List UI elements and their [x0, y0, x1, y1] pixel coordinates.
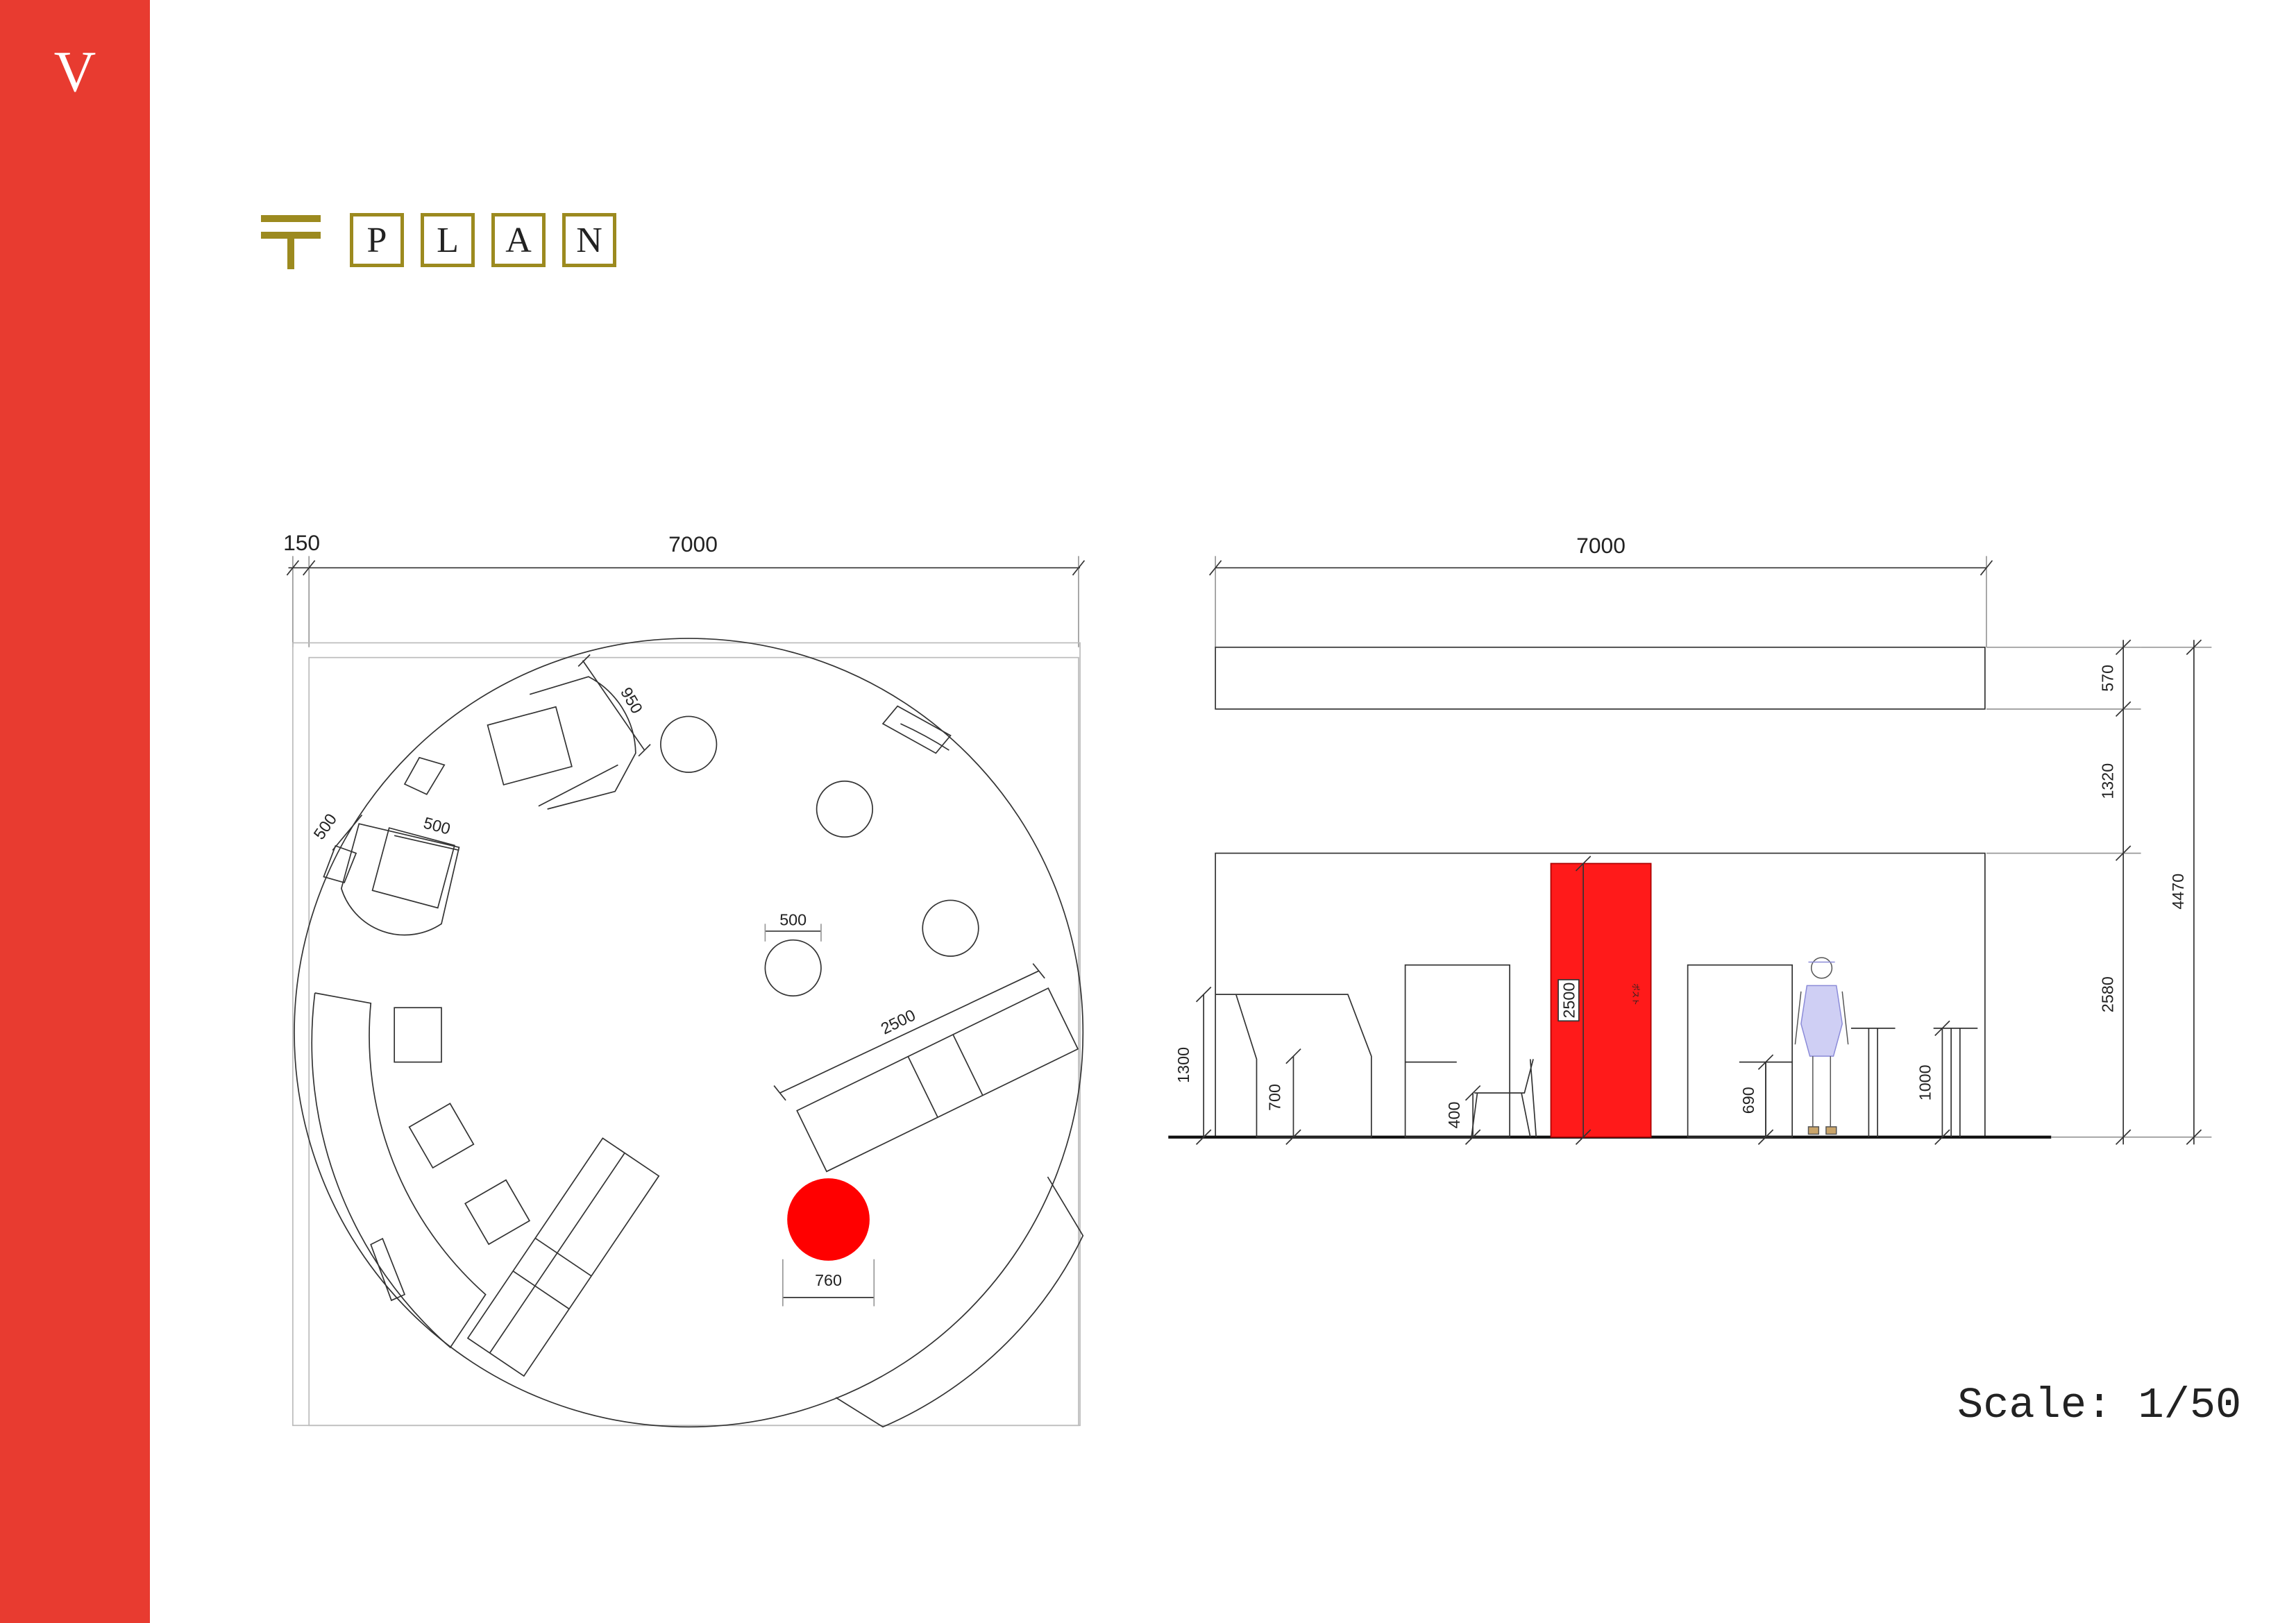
dim-tick [1195, 1129, 1212, 1145]
reception-counter [1215, 994, 1372, 1138]
booth-dim-tick [638, 744, 651, 757]
dim-tick [1464, 1085, 1481, 1101]
booth-dim [582, 660, 645, 751]
counter-dim-tick [1032, 963, 1045, 979]
dim-tick [1934, 1020, 1950, 1037]
elev-dim-width: 7000 [1576, 533, 1626, 558]
elev-dim-post: 2500 [1560, 983, 1578, 1019]
elev-dim-chair: 400 [1445, 1101, 1463, 1128]
door-panel [1687, 964, 1793, 1138]
elev-dim-tick [1208, 560, 1222, 576]
booth-seat [487, 706, 573, 786]
elev-dim-wall: 2580 [2098, 976, 2116, 1012]
high-table [1850, 1028, 1896, 1137]
high-table [1933, 1028, 1978, 1137]
booth-dim-tick [577, 654, 591, 667]
plan-dim-counter: 2500 [878, 1006, 918, 1038]
elev-dim-tick [2115, 845, 2132, 861]
elev-dim-counter: 1300 [1174, 1047, 1192, 1083]
square-stool [408, 1103, 475, 1169]
dim-tick [1464, 1129, 1481, 1145]
page-title: P L A N [260, 211, 633, 269]
door-panel [1404, 964, 1510, 1138]
plan-dim-table: 500 [779, 910, 807, 928]
dim-tick [1575, 1129, 1592, 1145]
round-table [922, 899, 979, 957]
dim-tick [1285, 1048, 1301, 1064]
title-letter-a: A [491, 213, 546, 267]
elev-dim-header: 570 [2098, 665, 2116, 692]
post-dim-label-bg [1558, 979, 1580, 1022]
elev-dim-gap: 1320 [2098, 763, 2116, 799]
scale-label: Scale: 1/50 [1957, 1381, 2242, 1430]
elev-dim-tick [1980, 560, 1993, 576]
post-box-plan [787, 1178, 870, 1261]
bench-arc [311, 992, 487, 1349]
round-table [764, 939, 822, 997]
square-stool [394, 1007, 442, 1063]
human-figure [1794, 957, 1849, 1135]
postal-mark-icon [261, 215, 321, 269]
counter-left [466, 1137, 660, 1377]
curved-wing [835, 1176, 1084, 1428]
elev-dim-high-table: 1000 [1916, 1064, 1934, 1101]
elev-dim-bench: 700 [1265, 1084, 1283, 1111]
wall-fin [323, 844, 357, 884]
site-inner-outline [308, 656, 1079, 1427]
elev-dim-tick [2115, 1129, 2132, 1145]
elev-dim-tick [2115, 639, 2132, 655]
dim-tick [1195, 986, 1212, 1003]
post-label: ポスト [1631, 983, 1639, 1005]
dim-tick [1575, 856, 1592, 872]
header-fascia [1215, 646, 1986, 710]
wall-fin [900, 723, 949, 751]
title-letter-l: L [421, 213, 475, 267]
plan-dim-seat-a: 500 [310, 810, 341, 843]
wall-fin [370, 1237, 406, 1302]
sidebar: V [0, 0, 150, 1623]
plan-dim-post: 760 [815, 1271, 842, 1289]
wall-fin [881, 705, 952, 754]
plan-dim-tick [303, 560, 316, 576]
dim-tick [1934, 1129, 1950, 1145]
booth-chair-leg [538, 764, 618, 807]
title-letter-n: N [562, 213, 616, 267]
floor-plan: 150 7000 950 [283, 530, 1086, 1428]
counter-dim [779, 970, 1040, 1094]
elev-dim-tick [2186, 639, 2202, 655]
elev-dim-stand-table: 690 [1739, 1087, 1757, 1114]
elevation: 7000 570 1320 2580 4470 [1168, 533, 2212, 1145]
booth-top [529, 676, 636, 810]
sidebar-letter: V [53, 40, 96, 104]
elev-dim-tick [2115, 701, 2132, 717]
plan-dim-seat-b: 500 [421, 813, 452, 838]
wall-fin [403, 756, 446, 795]
plan-dim-tick [286, 560, 300, 576]
counter-dim-tick [773, 1085, 786, 1101]
round-wall-outer [294, 638, 1084, 1428]
plan-dim-tick [1072, 560, 1086, 576]
seat-dim [394, 835, 459, 851]
seat-pod-chair [371, 827, 455, 909]
elev-dim-tick [2186, 1129, 2202, 1145]
chair [1471, 1059, 1537, 1137]
dim-tick [1757, 1129, 1774, 1145]
plan-dim-width: 7000 [668, 532, 718, 556]
title-letter-p: P [350, 213, 404, 267]
seat-pod [340, 823, 460, 936]
elev-dim-total: 4470 [2169, 874, 2187, 910]
seat-dim [332, 814, 363, 851]
dim-tick [1757, 1054, 1774, 1070]
round-table [660, 715, 718, 773]
square-stool [464, 1179, 531, 1246]
counter-right [796, 987, 1079, 1173]
dim-tick [1285, 1129, 1301, 1145]
plan-dim-booth: 950 [617, 684, 646, 717]
round-table [816, 780, 874, 838]
plan-dim-offset: 150 [283, 530, 320, 555]
